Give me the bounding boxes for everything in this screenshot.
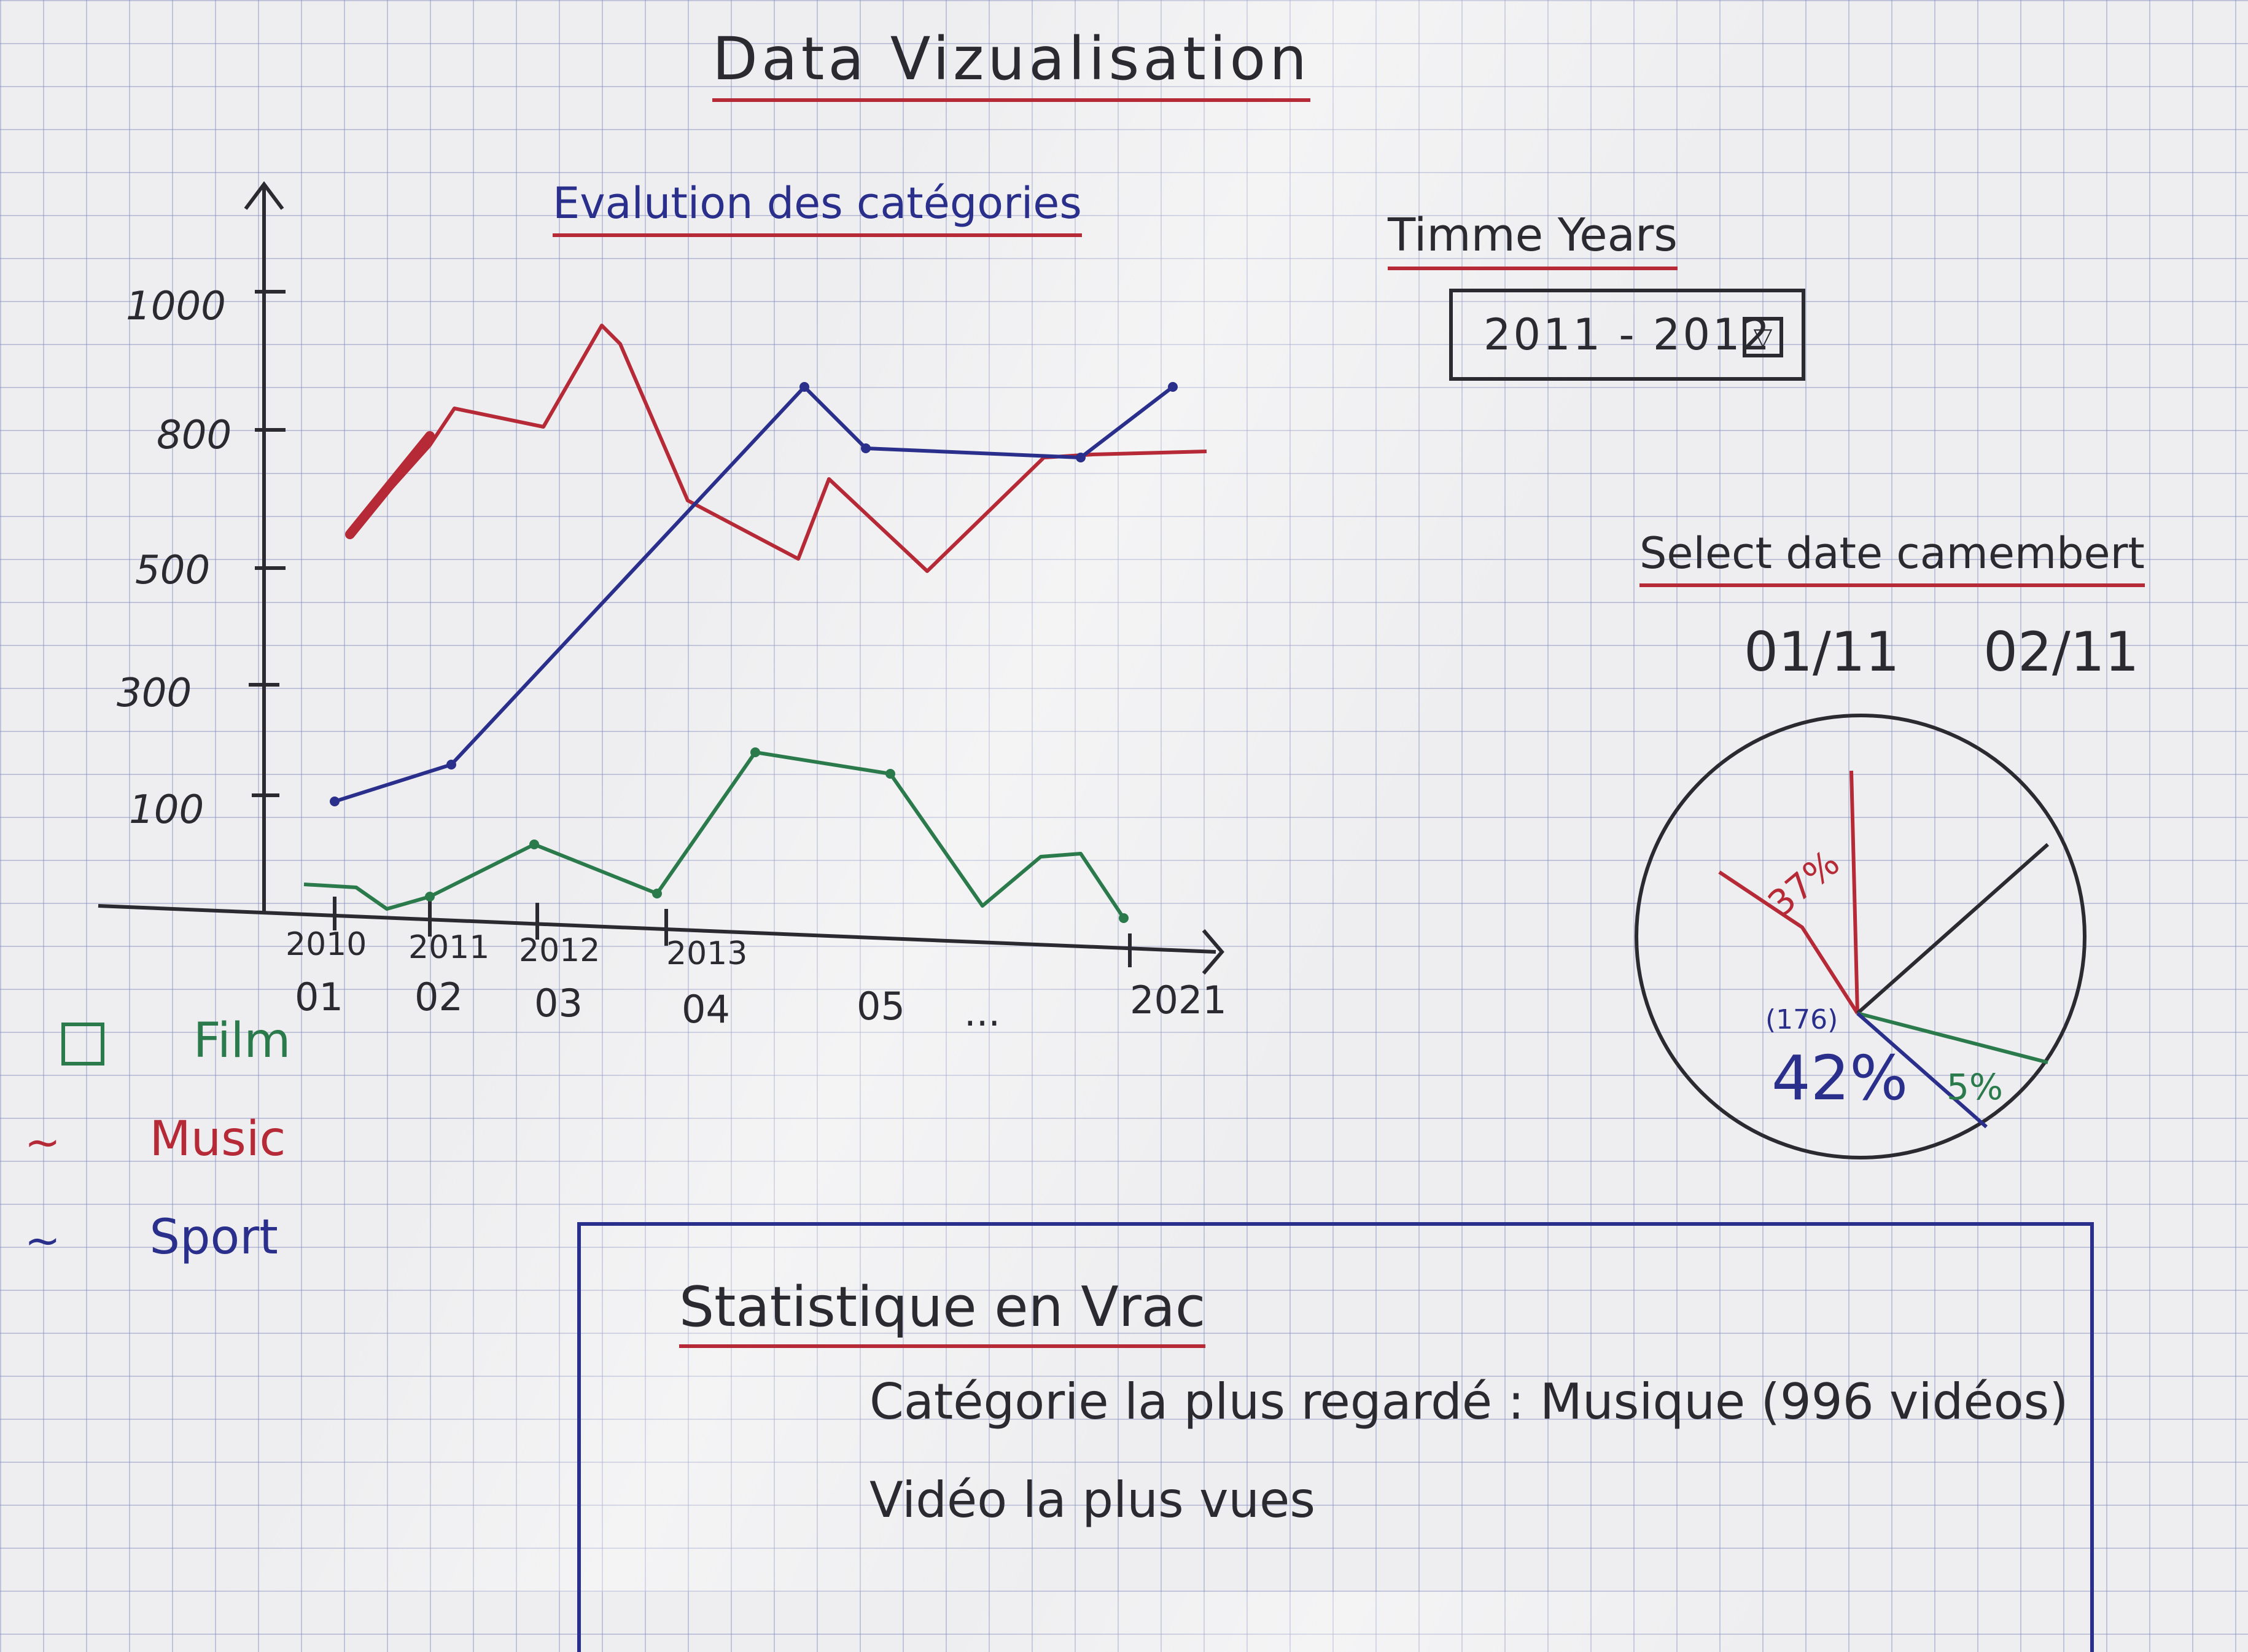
legend-item-music[interactable]: ∼ Music xyxy=(25,1112,286,1167)
pie-slice-label: 37% xyxy=(1760,842,1847,925)
legend-item-sport[interactable]: ∼ Sport xyxy=(25,1210,278,1265)
y-tick-label: 800 xyxy=(157,413,231,458)
chevron-down-icon[interactable]: ▽ xyxy=(1743,317,1783,357)
pie-chart: 37% (176) 42% 5% xyxy=(1635,714,2087,1159)
x-tick-label: 05 xyxy=(857,984,905,1029)
sport-series-points xyxy=(330,382,1178,806)
time-filter-label: Timme Years xyxy=(1388,209,1678,270)
pie-slice-label: 42% xyxy=(1772,1042,1908,1114)
date-option-02-11[interactable]: 02/11 xyxy=(1983,620,2139,684)
y-tick-label: 300 xyxy=(117,671,192,716)
x-tick-year: 2010 xyxy=(286,926,367,963)
y-tick-label: 100 xyxy=(129,787,204,833)
page-title: Data Vizualisation xyxy=(712,25,1311,102)
stats-title: Statistique en Vrac xyxy=(679,1275,1206,1348)
x-tick-year: 2011 xyxy=(408,929,489,966)
stat-most-viewed-video: Vidéo la plus vues xyxy=(869,1471,1316,1529)
film-series-line xyxy=(303,750,1126,919)
stats-panel: Statistique en Vrac Catégorie la plus re… xyxy=(577,1222,2094,1652)
music-series-start xyxy=(345,431,435,539)
date-option-01-11[interactable]: 01/11 xyxy=(1744,620,1900,684)
camembert-date-label: Select date camembert xyxy=(1639,528,2145,587)
pie-slice-divider xyxy=(1857,1011,2048,1064)
wave-swatch-icon: ∼ xyxy=(25,1116,61,1167)
legend-label: Film xyxy=(193,1013,291,1069)
year-range-value: 2011 - 2012 xyxy=(1484,310,1773,360)
x-tick-year: 2013 xyxy=(666,935,747,972)
legend-label: Sport xyxy=(149,1210,278,1265)
stat-most-watched-category: Catégorie la plus regardé : Musique (996… xyxy=(869,1373,2069,1430)
chart-title: Evalution des catégories xyxy=(553,178,1082,237)
line-chart: 100 300 500 800 1000 2010 2011 2012 2013… xyxy=(98,181,2087,1159)
square-swatch-icon xyxy=(61,1022,104,1066)
x-axis xyxy=(98,904,1216,954)
y-axis-arrow-icon xyxy=(244,181,284,210)
sport-series-line xyxy=(334,385,1174,803)
y-ticks xyxy=(249,290,286,797)
year-range-select[interactable]: 2011 - 2012 ▽ xyxy=(1449,289,1805,381)
pie-slice-divider xyxy=(1849,770,1859,1014)
x-tick-label: 01 xyxy=(295,975,343,1019)
camembert-date-panel: Select date camembert 01/11 02/11 xyxy=(1639,528,2145,684)
music-series-line xyxy=(348,324,1207,573)
pie-slice-divider xyxy=(1856,1011,1988,1129)
x-tick-label: 2021 xyxy=(1130,978,1227,1023)
y-tick-label: 500 xyxy=(135,548,210,593)
y-tick-label: 1000 xyxy=(126,284,226,329)
pie-slice-divider xyxy=(1856,843,2049,1015)
x-tick-label: ... xyxy=(964,990,1000,1035)
pie-slice-label: 5% xyxy=(1947,1066,2003,1108)
x-tick-label: 04 xyxy=(682,987,730,1032)
wave-swatch-icon: ∼ xyxy=(25,1215,61,1266)
x-tick-year: 2012 xyxy=(519,932,600,969)
film-series-points xyxy=(425,747,1129,923)
x-tick-label: 03 xyxy=(534,981,583,1026)
pie-outline xyxy=(1635,714,2087,1159)
legend-label: Music xyxy=(149,1112,286,1167)
pie-slice-label: (176) xyxy=(1765,1004,1838,1035)
pie-slice-divider xyxy=(1718,870,1859,1015)
time-filter-panel: Timme Years 2011 - 2012 ▽ xyxy=(1388,209,1805,381)
x-axis-arrow-icon xyxy=(1202,929,1224,975)
legend-item-film[interactable]: Film xyxy=(61,1013,290,1069)
x-tick-label: 02 xyxy=(414,975,463,1019)
